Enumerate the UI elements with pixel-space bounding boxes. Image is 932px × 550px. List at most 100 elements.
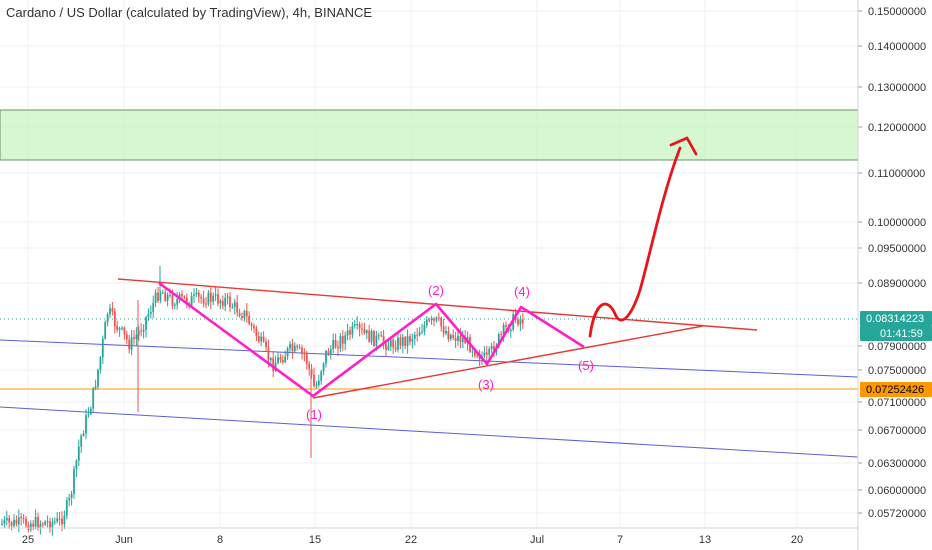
candle-body (313, 374, 315, 386)
candle-body (125, 334, 128, 340)
candle-body (8, 517, 11, 523)
candle-body (471, 351, 474, 353)
candle-body (5, 517, 8, 521)
candle-body (442, 326, 445, 334)
time-tick-label: 25 (22, 534, 34, 546)
candle-body (380, 335, 383, 337)
candle-body (267, 347, 270, 361)
price-tick-label: 0.09500000 (868, 243, 926, 255)
level-price-label: 0.07252426 (866, 384, 924, 396)
candle-body (202, 298, 205, 304)
candle-body (322, 363, 325, 372)
candle-body (49, 521, 51, 529)
candle-body (58, 518, 61, 520)
candle-body (209, 292, 212, 302)
price-tick-label: 0.07900000 (868, 341, 926, 353)
candle-body (301, 347, 303, 353)
candle-body (375, 335, 378, 346)
candle-body (214, 294, 217, 296)
candle-body (253, 326, 255, 329)
candle-body (478, 356, 481, 360)
candle-body (464, 337, 467, 344)
candle-body (82, 433, 85, 436)
candle-body (500, 334, 503, 336)
price-tick-label: 0.07100000 (868, 397, 926, 409)
price-badges: 0.08314223 01:41:59 0.07252426 (860, 311, 932, 397)
time-tick-label: 7 (617, 534, 623, 546)
candle-body (509, 329, 512, 332)
candle-body (190, 295, 193, 306)
price-tick-label: 0.06000000 (868, 485, 926, 497)
candle-body (157, 292, 159, 301)
candle-body (421, 331, 423, 333)
candle-body (245, 310, 248, 317)
candle-body (418, 332, 421, 336)
candle-body (111, 308, 114, 312)
candle-body (238, 312, 241, 317)
candle-body (409, 336, 411, 342)
candle-body (212, 295, 215, 302)
candle-body (20, 517, 23, 519)
candle-body (385, 343, 387, 350)
candle-body (133, 337, 135, 339)
price-tick-label: 0.07500000 (868, 365, 926, 377)
candle-body (149, 311, 152, 314)
candle-body (392, 339, 395, 348)
candle-body (382, 335, 385, 344)
candle-body (269, 357, 272, 361)
price-axis: 0.15000000 0.14000000 0.13000000 0.12000000… (857, 0, 926, 550)
candle-body (171, 294, 174, 306)
candle-body (452, 335, 455, 338)
candle-body (437, 317, 440, 319)
candle-body (483, 352, 486, 357)
candle-body (454, 337, 457, 341)
price-tick-label: 0.13000000 (868, 82, 926, 94)
candle-body (104, 322, 107, 339)
candle-body (87, 414, 90, 416)
candle-body (344, 335, 347, 344)
candle-body (332, 340, 335, 350)
candle-body (161, 292, 164, 294)
candle-body (404, 337, 407, 346)
price-tick-label: 0.12000000 (868, 122, 926, 134)
candle-body (485, 352, 488, 355)
candle-body (433, 318, 435, 321)
candle-body (65, 500, 68, 516)
candle-body (176, 298, 179, 305)
candle-body (32, 523, 35, 527)
candle-body (89, 408, 92, 415)
candle-body (75, 460, 78, 470)
candle-body (291, 343, 294, 352)
candle-body (92, 388, 95, 409)
price-tick-label: 0.14000000 (868, 41, 926, 53)
candle-body (497, 334, 500, 347)
price-tick-label: 0.10000000 (868, 217, 926, 229)
projection-arrowhead (669, 136, 698, 156)
candle-body (519, 319, 522, 325)
level-price-badge (860, 382, 932, 397)
countdown-badge (860, 326, 932, 341)
candle-body (185, 297, 188, 304)
price-tick-label: 0.08900000 (868, 278, 926, 290)
candle-body (377, 335, 380, 337)
price-tick-label: 0.11000000 (868, 168, 925, 180)
candle-body (236, 302, 239, 313)
candle-body (329, 349, 332, 355)
candle-body (315, 385, 318, 387)
candle-body (457, 335, 459, 341)
candle-body (70, 493, 73, 498)
time-tick-label: 22 (405, 534, 417, 546)
candle-body (356, 324, 359, 326)
candle-body (15, 519, 18, 525)
candle-body (1, 523, 3, 525)
support-trendline (312, 325, 704, 399)
candle-body (425, 319, 428, 326)
candle-body (368, 330, 371, 342)
time-tick-label: 20 (791, 534, 803, 546)
price-tick-label: 0.05720000 (868, 508, 926, 520)
candle-body (106, 314, 109, 323)
current-price-label: 0.08314223 (866, 313, 924, 325)
candle-body (449, 335, 452, 340)
candle-body (389, 339, 392, 347)
